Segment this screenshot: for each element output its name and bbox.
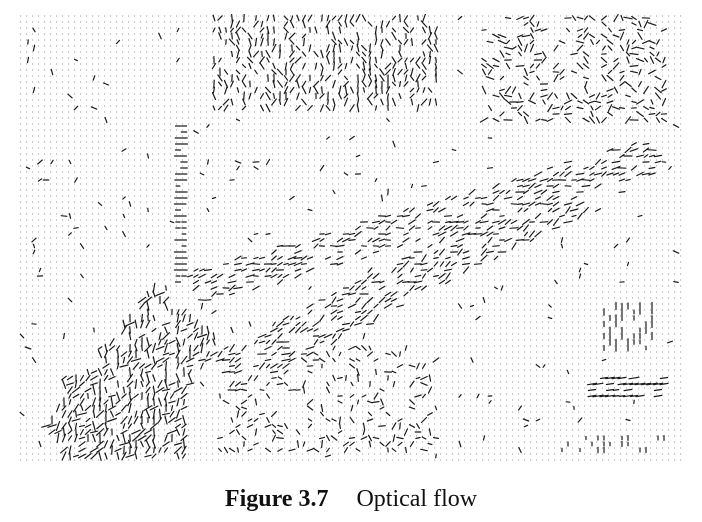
flow-vectors [19,14,680,461]
grid-dots [20,15,682,461]
figure-label: Figure 3.7 [224,486,329,512]
figure-title: Optical flow [356,486,478,512]
optical-flow-field [18,14,682,466]
figure-caption: Figure 3.7 Optical flow [0,486,702,513]
optical-flow-svg [19,14,682,461]
